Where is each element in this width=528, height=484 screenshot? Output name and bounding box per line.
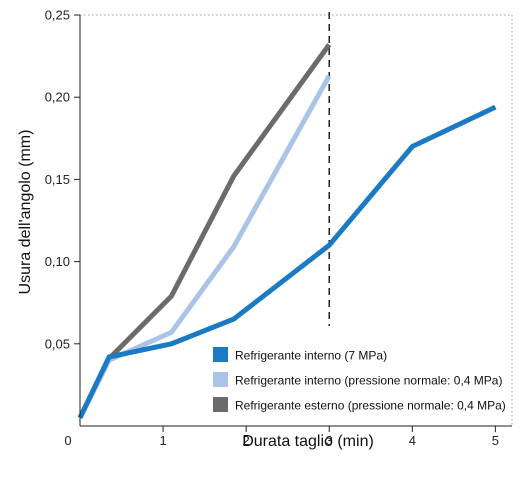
legend-swatch-3 — [213, 397, 228, 412]
y-tick-label: 0,15 — [45, 172, 70, 187]
legend-swatch-2 — [213, 372, 228, 387]
axes: 0,05 0,10 0,15 0,20 0,25 0 1 2 3 4 5 — [45, 8, 512, 448]
y-tick-label: 0,10 — [45, 254, 70, 269]
y-tick-label: 0,25 — [45, 8, 70, 23]
legend-label-1: Refrigerante interno (7 MPa) — [235, 349, 387, 363]
x-tick-label: 2 — [243, 433, 250, 448]
x-tick-label: 3 — [326, 433, 333, 448]
legend: Refrigerante interno (7 MPa) Refrigerante… — [213, 347, 506, 413]
x-tick-label: 0 — [64, 433, 71, 448]
series-line-2 — [77, 74, 332, 419]
x-tick-label: 5 — [492, 433, 499, 448]
legend-swatch-1 — [213, 347, 228, 362]
legend-label-2: Refrigerante interno (pressione normale:… — [235, 374, 502, 388]
x-tick-label: 1 — [159, 433, 166, 448]
plot-frame — [80, 14, 513, 426]
legend-label-3: Refrigerante esterno (pressione normale:… — [235, 399, 506, 413]
series-line-1 — [77, 104, 497, 419]
x-tick-label: 4 — [409, 433, 416, 448]
x-axis-title: Durata taglio (min) — [242, 433, 374, 450]
y-tick-label: 0,20 — [45, 90, 70, 105]
series-layer — [77, 43, 497, 419]
y-axis-title: Usura dell'angolo (mm) — [17, 130, 34, 295]
y-tick-label: 0,05 — [45, 336, 70, 351]
